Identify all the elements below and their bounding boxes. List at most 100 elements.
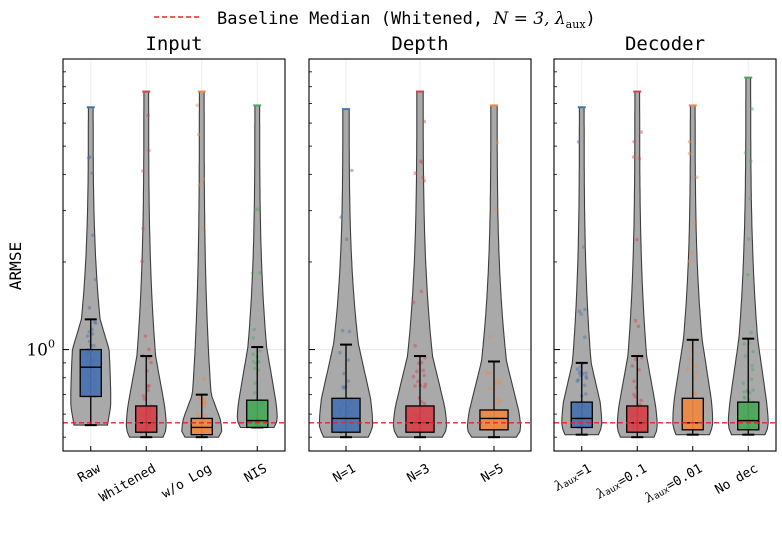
data-point (93, 321, 98, 325)
data-point (687, 259, 692, 264)
data-point (251, 359, 256, 364)
data-point (411, 374, 416, 379)
data-point (493, 207, 498, 211)
data-point (576, 378, 581, 382)
data-point (92, 344, 96, 348)
data-point (633, 318, 638, 323)
x-tick-label: N=3 (405, 461, 433, 486)
data-point (347, 329, 352, 334)
data-point (250, 271, 255, 275)
x-tick-label: N=1 (331, 461, 359, 486)
data-point (203, 401, 208, 405)
data-point (411, 300, 416, 305)
data-point (422, 373, 426, 378)
x-tick-label: NIS (242, 461, 270, 486)
data-point (423, 382, 428, 387)
data-point (494, 381, 498, 385)
data-point (583, 307, 587, 312)
violin-2 (672, 104, 714, 436)
legend-label: Baseline Median (Whitened, N = 3, λaux) (217, 9, 596, 31)
data-point (584, 371, 588, 375)
data-point (750, 367, 755, 372)
data-point (202, 402, 207, 406)
axes-frame (553, 58, 777, 452)
y-axis-label: ARMSE (6, 242, 25, 290)
data-point (201, 376, 206, 381)
data-point (498, 399, 503, 404)
data-point (485, 371, 490, 375)
data-point (197, 397, 201, 401)
data-point (639, 398, 643, 403)
data-point (575, 367, 580, 371)
x-tick-label: w/o Log (159, 461, 214, 501)
violin-0 (561, 106, 603, 436)
data-point (749, 377, 754, 382)
data-point (694, 364, 698, 368)
x-tick-label: λaux=1 (551, 461, 594, 495)
data-point (422, 119, 427, 124)
violin-3 (727, 77, 769, 436)
data-point (579, 312, 583, 316)
data-point (422, 179, 427, 183)
x-tick-label: Raw (75, 461, 103, 486)
data-point (91, 233, 95, 237)
x-tick-label: λaux=0.01 (642, 461, 705, 506)
data-point (743, 151, 748, 155)
data-point (632, 392, 636, 397)
data-point (695, 175, 699, 180)
iqr-box (405, 405, 435, 433)
data-point (147, 383, 151, 388)
axes-frame (62, 58, 286, 452)
data-point (687, 140, 692, 144)
data-point (577, 309, 582, 314)
data-point (584, 376, 589, 381)
data-point (147, 347, 151, 352)
data-point (575, 379, 580, 383)
data-point (741, 381, 746, 385)
x-tick-label: Whitened (97, 461, 159, 505)
data-point (497, 379, 502, 384)
data-point (637, 368, 641, 372)
data-point (142, 397, 147, 401)
data-point (750, 363, 754, 368)
data-point (146, 113, 150, 118)
data-point (200, 226, 205, 231)
data-point (253, 207, 258, 212)
data-point (747, 237, 751, 241)
data-point (342, 386, 346, 390)
data-point (584, 392, 588, 396)
data-point (413, 171, 418, 175)
data-point (488, 386, 492, 391)
data-point (421, 175, 425, 180)
data-point (496, 401, 501, 406)
data-point (196, 132, 201, 137)
iqr-box (570, 401, 593, 429)
data-point (251, 336, 256, 340)
data-point (419, 289, 424, 294)
axes-frame (308, 58, 532, 452)
data-point (93, 277, 98, 282)
data-point (146, 388, 150, 393)
data-point (576, 140, 581, 144)
data-point (633, 357, 638, 362)
violin-0 (318, 108, 374, 438)
data-point (636, 324, 641, 329)
data-point (745, 272, 750, 277)
data-point (751, 349, 755, 354)
iqr-box (331, 397, 361, 433)
data-point (252, 327, 256, 332)
data-point (195, 412, 200, 416)
iqr-box (190, 417, 213, 436)
data-point (582, 245, 586, 249)
data-point (751, 388, 755, 392)
data-point (339, 215, 343, 219)
violin-2 (181, 91, 223, 438)
data-point (257, 270, 262, 275)
data-point (637, 156, 642, 161)
panel-title: Decoder (625, 33, 705, 55)
data-point (637, 402, 642, 407)
data-point (686, 367, 690, 372)
data-point (202, 405, 207, 409)
